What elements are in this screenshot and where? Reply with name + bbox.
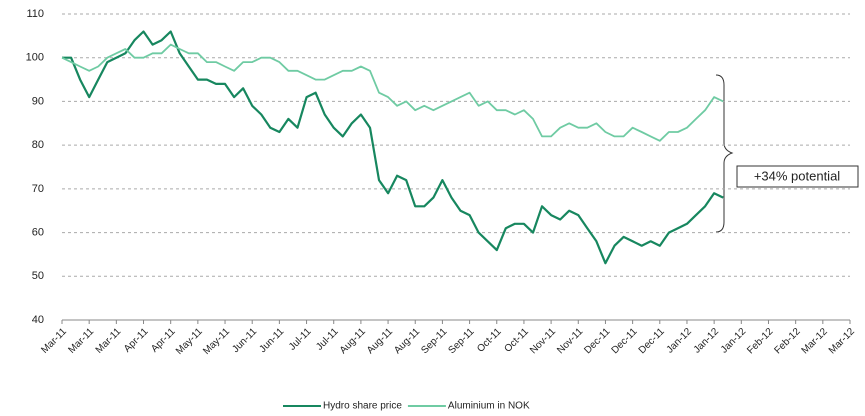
y-tick-label: 90 xyxy=(32,95,44,107)
y-tick-label: 50 xyxy=(32,270,44,282)
y-tick-label: 110 xyxy=(26,8,44,20)
x-tick-label: Mar-12 xyxy=(827,326,857,356)
x-tick-label: Feb-12 xyxy=(745,326,775,356)
annotation-box xyxy=(736,165,859,188)
y-tick-label: 100 xyxy=(26,52,44,64)
x-tick-label: Dec-11 xyxy=(582,326,612,356)
x-tick-label: Jan-12 xyxy=(665,326,695,356)
x-tick-label: Oct-11 xyxy=(502,326,531,355)
series-line xyxy=(62,30,724,265)
x-tick-label: May-11 xyxy=(201,326,232,357)
y-tick-label: 80 xyxy=(32,139,44,151)
y-tick-label: 70 xyxy=(32,183,44,195)
x-tick-label: May-11 xyxy=(174,326,205,357)
legend-label: Hydro share price xyxy=(323,401,402,412)
x-tick-label: Feb-12 xyxy=(772,326,802,356)
y-tick-label: 60 xyxy=(32,226,44,238)
x-tick-label: Jun-11 xyxy=(230,326,259,355)
x-tick-label: Dec-11 xyxy=(610,326,640,356)
x-tick-label: Aug-11 xyxy=(392,326,422,356)
x-tick-label: Dec-11 xyxy=(637,326,667,356)
x-tick-label: Apr-11 xyxy=(149,326,178,355)
x-tick-label: Nov-11 xyxy=(528,326,558,356)
x-tick-label: Jul-11 xyxy=(287,326,314,353)
series-line xyxy=(61,43,724,142)
x-tick-label: Jun-11 xyxy=(257,326,286,355)
x-tick-label: Apr-11 xyxy=(122,326,151,355)
legend-label: Aluminium in NOK xyxy=(448,401,530,412)
y-tick-label: 40 xyxy=(32,314,44,326)
x-tick-label: Mar-11 xyxy=(94,326,124,356)
x-tick-label: Aug-11 xyxy=(365,326,395,356)
x-tick-label: Nov-11 xyxy=(555,326,585,356)
x-tick-label: Mar-12 xyxy=(800,326,830,356)
annotation: +34% potential xyxy=(754,168,840,183)
x-tick-label: Jan-12 xyxy=(692,326,722,356)
bracket xyxy=(715,74,734,233)
x-tick-label: Mar-11 xyxy=(39,326,69,356)
x-tick-label: Aug-11 xyxy=(338,326,368,356)
x-tick-label: Mar-11 xyxy=(67,326,97,356)
x-tick-label: Oct-11 xyxy=(475,326,504,355)
x-tick-label: Sep-11 xyxy=(447,326,477,356)
x-tick-label: Sep-11 xyxy=(419,326,449,356)
x-tick-label: Jan-12 xyxy=(719,326,749,356)
